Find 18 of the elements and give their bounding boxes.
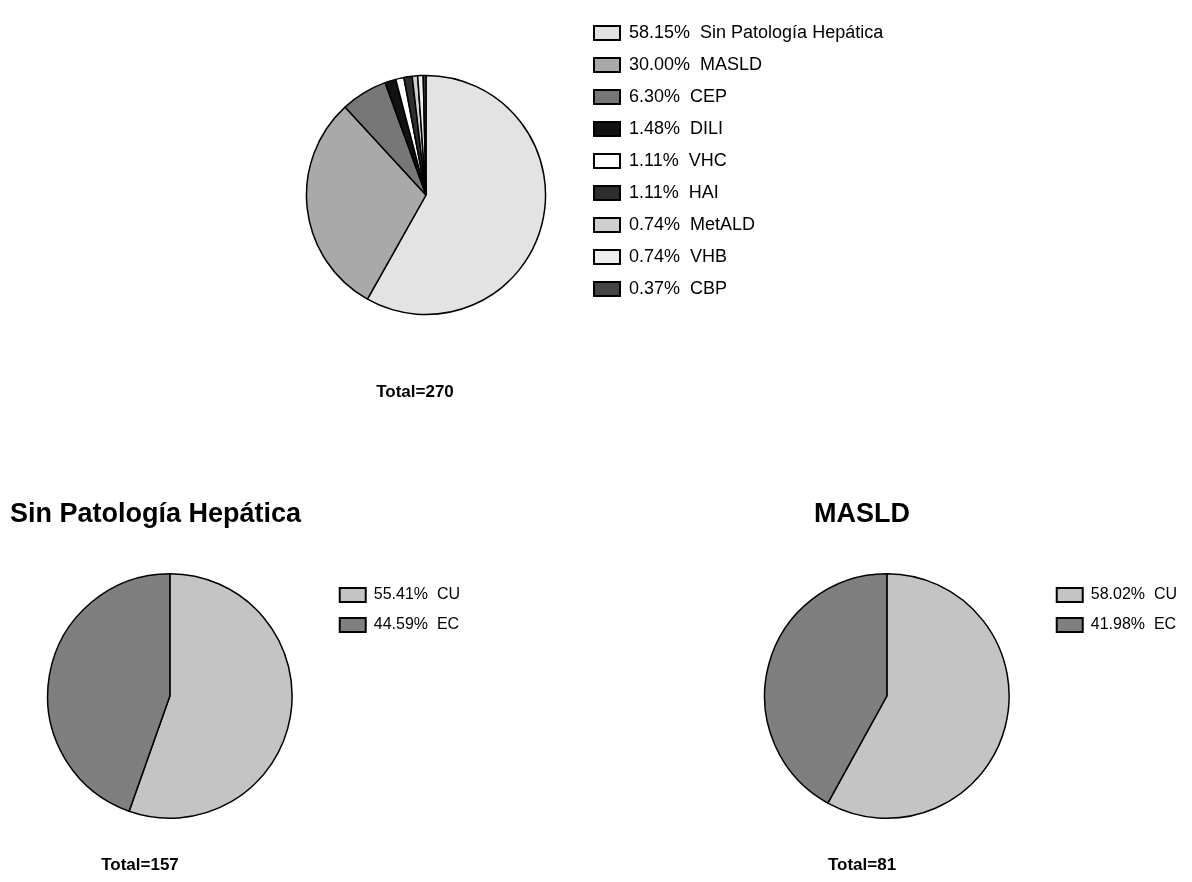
legend-label: 58.15% Sin Patología Hepática: [629, 21, 885, 42]
legend-label: 58.02% CU: [1090, 585, 1177, 603]
legend-label: 55.41% CU: [373, 585, 460, 603]
legend-label: 1.48% DILI: [629, 117, 724, 138]
legend-label: 30.00% MASLD: [629, 53, 763, 74]
legend-label: 1.11% HAI: [629, 181, 719, 202]
chart-title: MASLD: [814, 498, 910, 529]
text: Total=157: [101, 855, 179, 875]
text: Total=270: [376, 382, 454, 402]
text: Total=81: [827, 855, 897, 875]
legend-label: 0.74% VHB: [629, 245, 728, 266]
legend-label: 0.37% CBP: [629, 277, 728, 298]
legend-label: 6.30% CEP: [629, 85, 728, 106]
legend-label: 0.74% MetALD: [629, 213, 756, 234]
legend-label: 44.59% EC: [373, 615, 460, 633]
chart-title: Sin Patología Hepática: [10, 498, 302, 529]
legend-label: 41.98% EC: [1090, 615, 1177, 633]
legend-label: 1.11% VHC: [629, 149, 727, 170]
